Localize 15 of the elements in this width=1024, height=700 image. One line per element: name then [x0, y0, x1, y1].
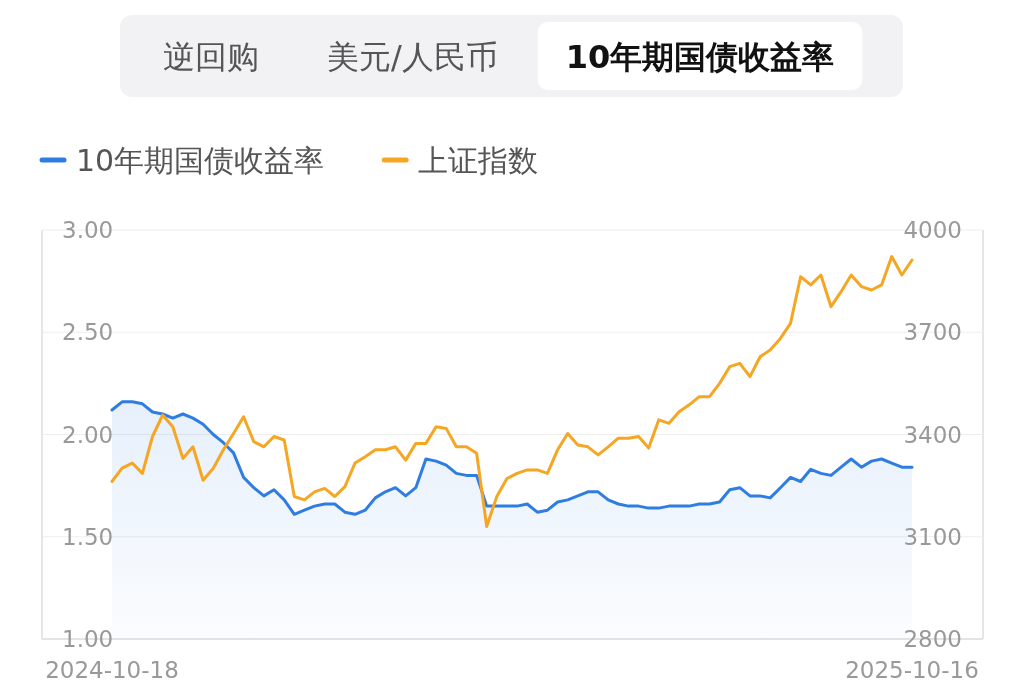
- y-tick-label: 3.00: [62, 217, 114, 243]
- y2-tick-label: 4000: [903, 217, 962, 243]
- legend-label: 10年期国债收益率: [76, 143, 325, 178]
- x-tick-label: 2024-10-18: [45, 657, 179, 683]
- y2-tick-label: 3400: [903, 421, 962, 448]
- y2-tick-label: 2800: [903, 626, 962, 652]
- x-tick-label: 2025-10-16: [845, 657, 979, 683]
- y-tick-label: 1.00: [62, 626, 114, 652]
- y-tick-label: 1.50: [62, 523, 114, 550]
- y2-tick-label: 3100: [903, 523, 962, 550]
- tabs: 逆回购 美元/人民币 10年期国债收益率: [120, 15, 903, 97]
- y2-tick-label: 3700: [903, 319, 962, 346]
- y-tick-label: 2.00: [62, 421, 114, 448]
- y-tick-label: 2.50: [62, 319, 114, 346]
- legend-label: 上证指数: [418, 143, 539, 178]
